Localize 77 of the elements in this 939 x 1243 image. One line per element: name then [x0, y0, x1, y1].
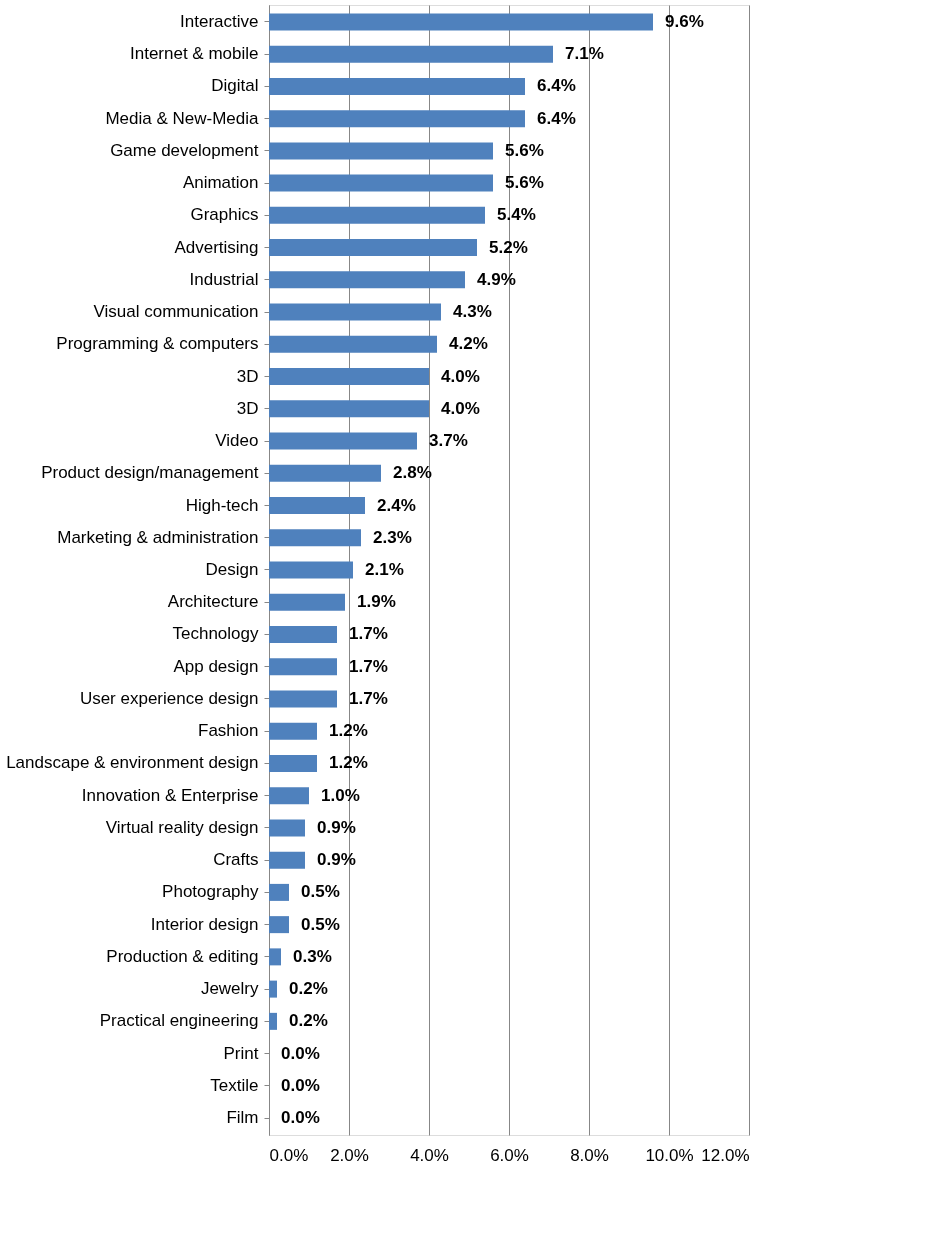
y-tick-label: Graphics	[190, 205, 259, 225]
data-label: 2.8%	[393, 463, 432, 483]
y-tick-label: Landscape & environment design	[6, 753, 259, 773]
data-label: 0.2%	[289, 1011, 328, 1031]
data-label: 0.3%	[293, 946, 332, 966]
data-label: 0.9%	[317, 817, 356, 837]
data-label: 1.0%	[321, 785, 360, 805]
y-tick-label: Textile	[210, 1075, 259, 1095]
y-tick-label: Interactive	[180, 11, 259, 31]
data-label: 4.0%	[441, 366, 480, 386]
x-tick-label: 8.0%	[570, 1145, 609, 1165]
data-label: 0.2%	[289, 979, 328, 999]
y-tick-label: Crafts	[213, 850, 259, 870]
y-tick-label: Practical engineering	[99, 1011, 259, 1031]
y-tick-label: Digital	[211, 76, 259, 96]
y-tick-label: Animation	[182, 173, 259, 193]
data-label: 5.2%	[489, 237, 528, 257]
y-tick-label: Internet & mobile	[129, 44, 259, 64]
y-tick-label: Film	[226, 1108, 259, 1128]
data-label: 0.5%	[301, 914, 340, 934]
data-label: 6.4%	[537, 108, 576, 128]
data-label: 2.1%	[365, 560, 404, 579]
data-label: 1.7%	[349, 624, 388, 644]
data-label: 4.0%	[441, 398, 480, 418]
data-label: 4.9%	[477, 269, 516, 289]
y-tick-label: Product design/management	[41, 463, 259, 483]
data-label: 2.4%	[377, 495, 416, 515]
y-tick-label: App design	[173, 656, 259, 676]
data-label: 3.7%	[429, 431, 468, 451]
data-label: 6.4%	[537, 76, 576, 96]
data-label: 7.1%	[565, 44, 604, 64]
y-tick-label: Design	[205, 560, 259, 579]
data-label: 4.3%	[453, 302, 492, 322]
y-tick-label: Interior design	[150, 914, 259, 934]
data-label: 0.0%	[281, 1075, 320, 1095]
y-tick-label: Innovation & Enterprise	[81, 785, 259, 805]
data-label: 1.7%	[349, 656, 388, 676]
x-tick-label: 6.0%	[490, 1145, 529, 1165]
y-tick-label: Media & New-Media	[105, 108, 260, 128]
data-label: 5.6%	[505, 140, 544, 160]
y-tick-label: High-tech	[185, 495, 259, 515]
y-tick-label: Game development	[110, 140, 259, 160]
data-label: 0.0%	[281, 1108, 320, 1128]
y-tick-label: Production & editing	[106, 946, 259, 966]
y-tick-label: Photography	[162, 882, 259, 902]
y-tick-label: Print	[223, 1043, 259, 1063]
x-tick-label: 10.0%	[645, 1145, 694, 1165]
y-tick-label: Architecture	[167, 592, 259, 612]
data-label: 1.2%	[329, 721, 368, 741]
data-label: 2.3%	[373, 527, 412, 547]
data-label: 1.9%	[357, 592, 396, 612]
x-tick-label: 2.0%	[330, 1145, 369, 1165]
x-tick-label: 0.0%	[269, 1145, 309, 1165]
y-tick-label: Jewelry	[200, 979, 259, 999]
y-tick-label: Virtual reality design	[105, 817, 259, 837]
data-label: 0.9%	[317, 850, 356, 870]
y-tick-label: Fashion	[198, 721, 259, 741]
data-label: 0.5%	[301, 882, 340, 902]
data-label: 9.6%	[665, 11, 704, 31]
y-tick-label: Video	[215, 431, 259, 451]
data-label: 0.0%	[281, 1043, 320, 1063]
y-tick-label: Marketing & administration	[57, 527, 259, 547]
data-label: 5.6%	[505, 173, 544, 193]
y-tick-label: Industrial	[189, 269, 259, 289]
x-tick-label: 4.0%	[410, 1145, 449, 1165]
y-tick-label: 3D	[236, 398, 259, 418]
y-tick-label: Programming & computers	[56, 334, 259, 354]
y-tick-label: Advertising	[174, 237, 259, 257]
y-tick-label: Technology	[172, 624, 259, 644]
data-label: 1.2%	[329, 753, 368, 773]
data-label: 1.7%	[349, 688, 388, 708]
y-tick-label: Visual communication	[93, 302, 259, 322]
y-tick-label: User experience design	[79, 688, 259, 708]
x-tick-label: 12.0%	[701, 1145, 750, 1165]
data-label: 4.2%	[449, 334, 488, 354]
data-label: 5.4%	[497, 205, 536, 225]
y-tick-label: 3D	[236, 366, 259, 386]
